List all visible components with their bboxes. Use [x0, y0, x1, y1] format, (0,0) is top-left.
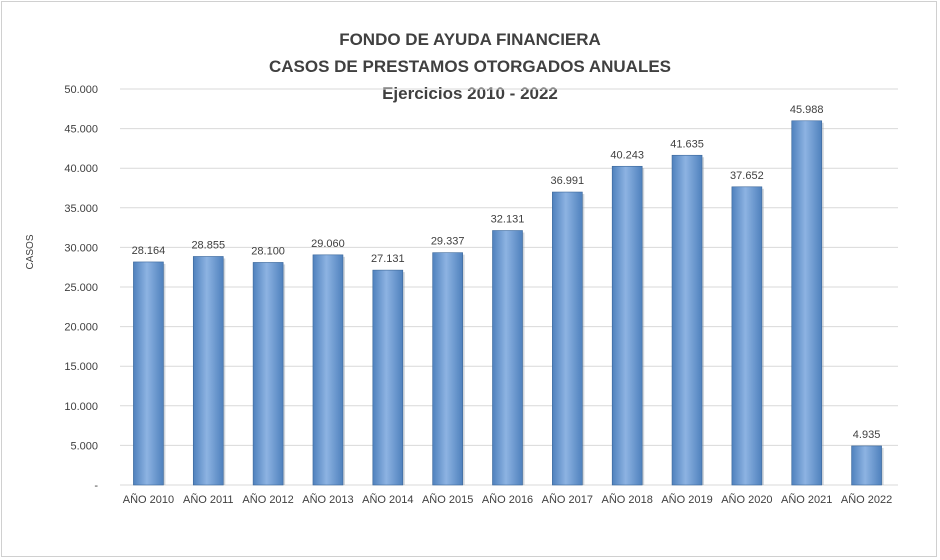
x-category-label: AÑO 2016: [482, 493, 533, 506]
x-category-label: AÑO 2021: [781, 493, 832, 506]
data-label: 29.337: [431, 236, 465, 248]
y-tick-label: 45.000: [64, 124, 98, 136]
y-tick-label: 10.000: [64, 401, 98, 413]
bar: [432, 252, 463, 486]
data-label: 4.935: [853, 429, 881, 441]
y-axis-ticks: - 5.000 10.000 15.000 20.000 25.000 30.000 35.0…: [64, 84, 98, 492]
chart-subtitle: CASOS DE PRESTAMOS OTORGADOS ANUALES: [268, 57, 672, 76]
bar: [492, 230, 523, 486]
x-category-label: AÑO 2017: [542, 493, 593, 506]
x-category-label: AÑO 2019: [661, 493, 712, 506]
data-label: 28.100: [251, 245, 285, 257]
bar: [791, 120, 823, 486]
chart-title: FONDO DE AYUDA FINANCIERA: [339, 30, 601, 49]
y-tick-label: 15.000: [64, 361, 98, 373]
x-category-label: AÑO 2012: [242, 493, 293, 506]
x-category-label: AÑO 2018: [602, 493, 653, 506]
y-tick-label: 40.000: [64, 163, 98, 175]
y-tick-label: 50.000: [64, 84, 98, 96]
data-label: 28.855: [191, 239, 225, 251]
x-category-label: AÑO 2022: [841, 493, 892, 506]
data-label: 28.164: [132, 245, 166, 257]
x-category-label: AÑO 2020: [721, 493, 772, 506]
x-category-label: AÑO 2010: [123, 493, 174, 506]
bar: [252, 262, 284, 486]
data-labels: 28.164 28.855 28.100 29.060 27.131 29.337 32.1…: [132, 104, 881, 441]
y-tick-label: 20.000: [64, 322, 98, 334]
data-label: 41.635: [670, 138, 704, 150]
y-axis-label: CASOS: [25, 234, 36, 269]
data-label: 29.060: [311, 238, 345, 250]
data-label: 45.988: [790, 104, 824, 116]
data-label: 37.652: [730, 170, 764, 182]
data-label: 36.991: [551, 175, 585, 187]
x-category-label: AÑO 2011: [183, 493, 234, 506]
bar: [671, 154, 703, 486]
bar: [192, 256, 224, 486]
bar: [312, 254, 344, 486]
data-label: 40.243: [610, 149, 644, 161]
y-tick-label: -: [94, 480, 98, 492]
x-category-label: AÑO 2013: [302, 493, 353, 506]
x-axis-categories: AÑO 2010 AÑO 2011 AÑO 2012 AÑO 2013 AÑO 2014…: [123, 493, 893, 506]
y-tick-label: 35.000: [64, 203, 98, 215]
data-label: 27.131: [371, 253, 405, 265]
y-tick-label: 5.000: [70, 440, 98, 452]
x-category-label: AÑO 2015: [422, 493, 473, 506]
x-category-label: AÑO 2014: [362, 493, 413, 506]
bar: [552, 191, 583, 486]
bar: [133, 261, 164, 486]
bar: [731, 186, 763, 486]
bar: [372, 269, 404, 486]
y-tick-label: 25.000: [64, 282, 98, 294]
y-tick-label: 30.000: [64, 242, 98, 254]
data-label: 32.131: [491, 214, 525, 226]
bars: [133, 120, 884, 486]
bar: [851, 445, 882, 486]
bar: [611, 165, 643, 486]
